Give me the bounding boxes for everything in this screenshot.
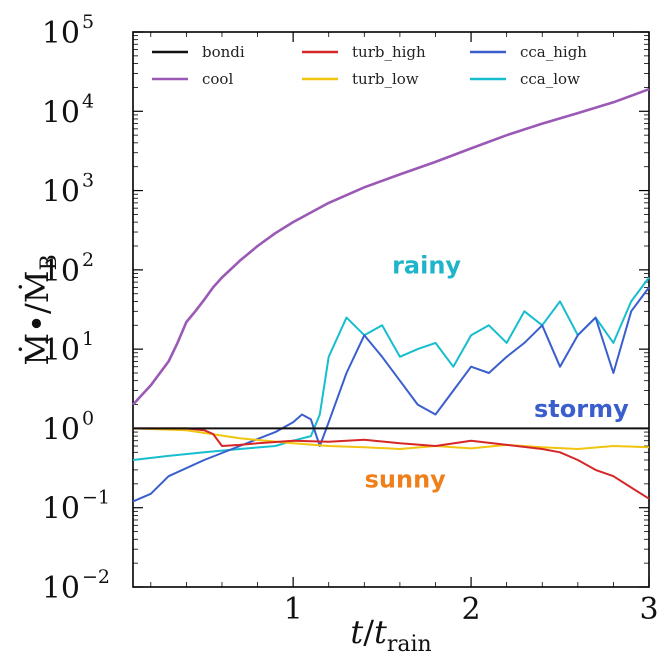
x-tick-label: 2: [462, 592, 481, 627]
y-tick-label: 10: [42, 16, 80, 51]
y-tick-label: 10: [42, 412, 80, 447]
annotation-stormy: stormy: [534, 395, 629, 423]
y-tick-exponent: 0: [82, 407, 94, 429]
y-tick-label: 10: [42, 95, 80, 130]
legend-label-turb-low: turb_low: [352, 70, 419, 88]
y-tick-label: 10: [42, 254, 80, 289]
series-turb-low-line: [132, 427, 650, 450]
y-tick-label: 10: [42, 333, 80, 368]
series-cool-line: [132, 87, 650, 406]
legend-label-bondi: bondi: [202, 43, 245, 61]
annotation-rainy: rainy: [392, 251, 461, 279]
axis-ticks: 10 510 410 310 210 110 010 −110 −21 2 3: [42, 11, 659, 627]
y-tick-label: 10: [42, 571, 80, 606]
plot-area: 10 510 410 310 210 110 010 −110 −21 2 3 rainystorm…: [42, 11, 659, 627]
x-axis-label: t/train: [350, 613, 431, 657]
y-tick-exponent: 3: [82, 170, 94, 192]
x-axis-label-text: t/train: [350, 613, 431, 657]
legend: bondi cool turb_high turb_low cca_high cca_lo…: [152, 43, 587, 88]
y-tick-exponent: 5: [82, 11, 94, 33]
axes-frame: [132, 31, 650, 588]
y-axis-label: Ṁ•/ṀB: [18, 254, 62, 365]
data-series: [132, 87, 650, 503]
annotation-sunny: sunny: [365, 465, 447, 493]
y-axis-label-text: Ṁ•/ṀB: [18, 254, 62, 365]
y-tick-label: 10: [42, 175, 80, 210]
legend-label-cca-low: cca_low: [520, 70, 580, 88]
series-turb-high-line: [133, 427, 650, 500]
y-tick-exponent: −2: [82, 566, 110, 588]
y-tick-label: 10: [42, 492, 80, 527]
legend-label-cool: cool: [202, 70, 233, 88]
legend-label-cca-high: cca_high: [520, 43, 587, 61]
annotations: rainy stormy sunny: [365, 251, 629, 493]
x-tick-label: 3: [639, 592, 658, 627]
legend-label-turb-high: turb_high: [352, 43, 426, 61]
series-cca-high-line: [132, 286, 650, 503]
y-tick-exponent: −1: [82, 487, 110, 509]
y-tick-exponent: 1: [82, 328, 94, 350]
y-tick-exponent: 2: [82, 249, 94, 271]
y-tick-exponent: 4: [82, 90, 94, 112]
x-tick-label: 1: [284, 592, 303, 627]
series-cca-low-line: [132, 276, 650, 461]
